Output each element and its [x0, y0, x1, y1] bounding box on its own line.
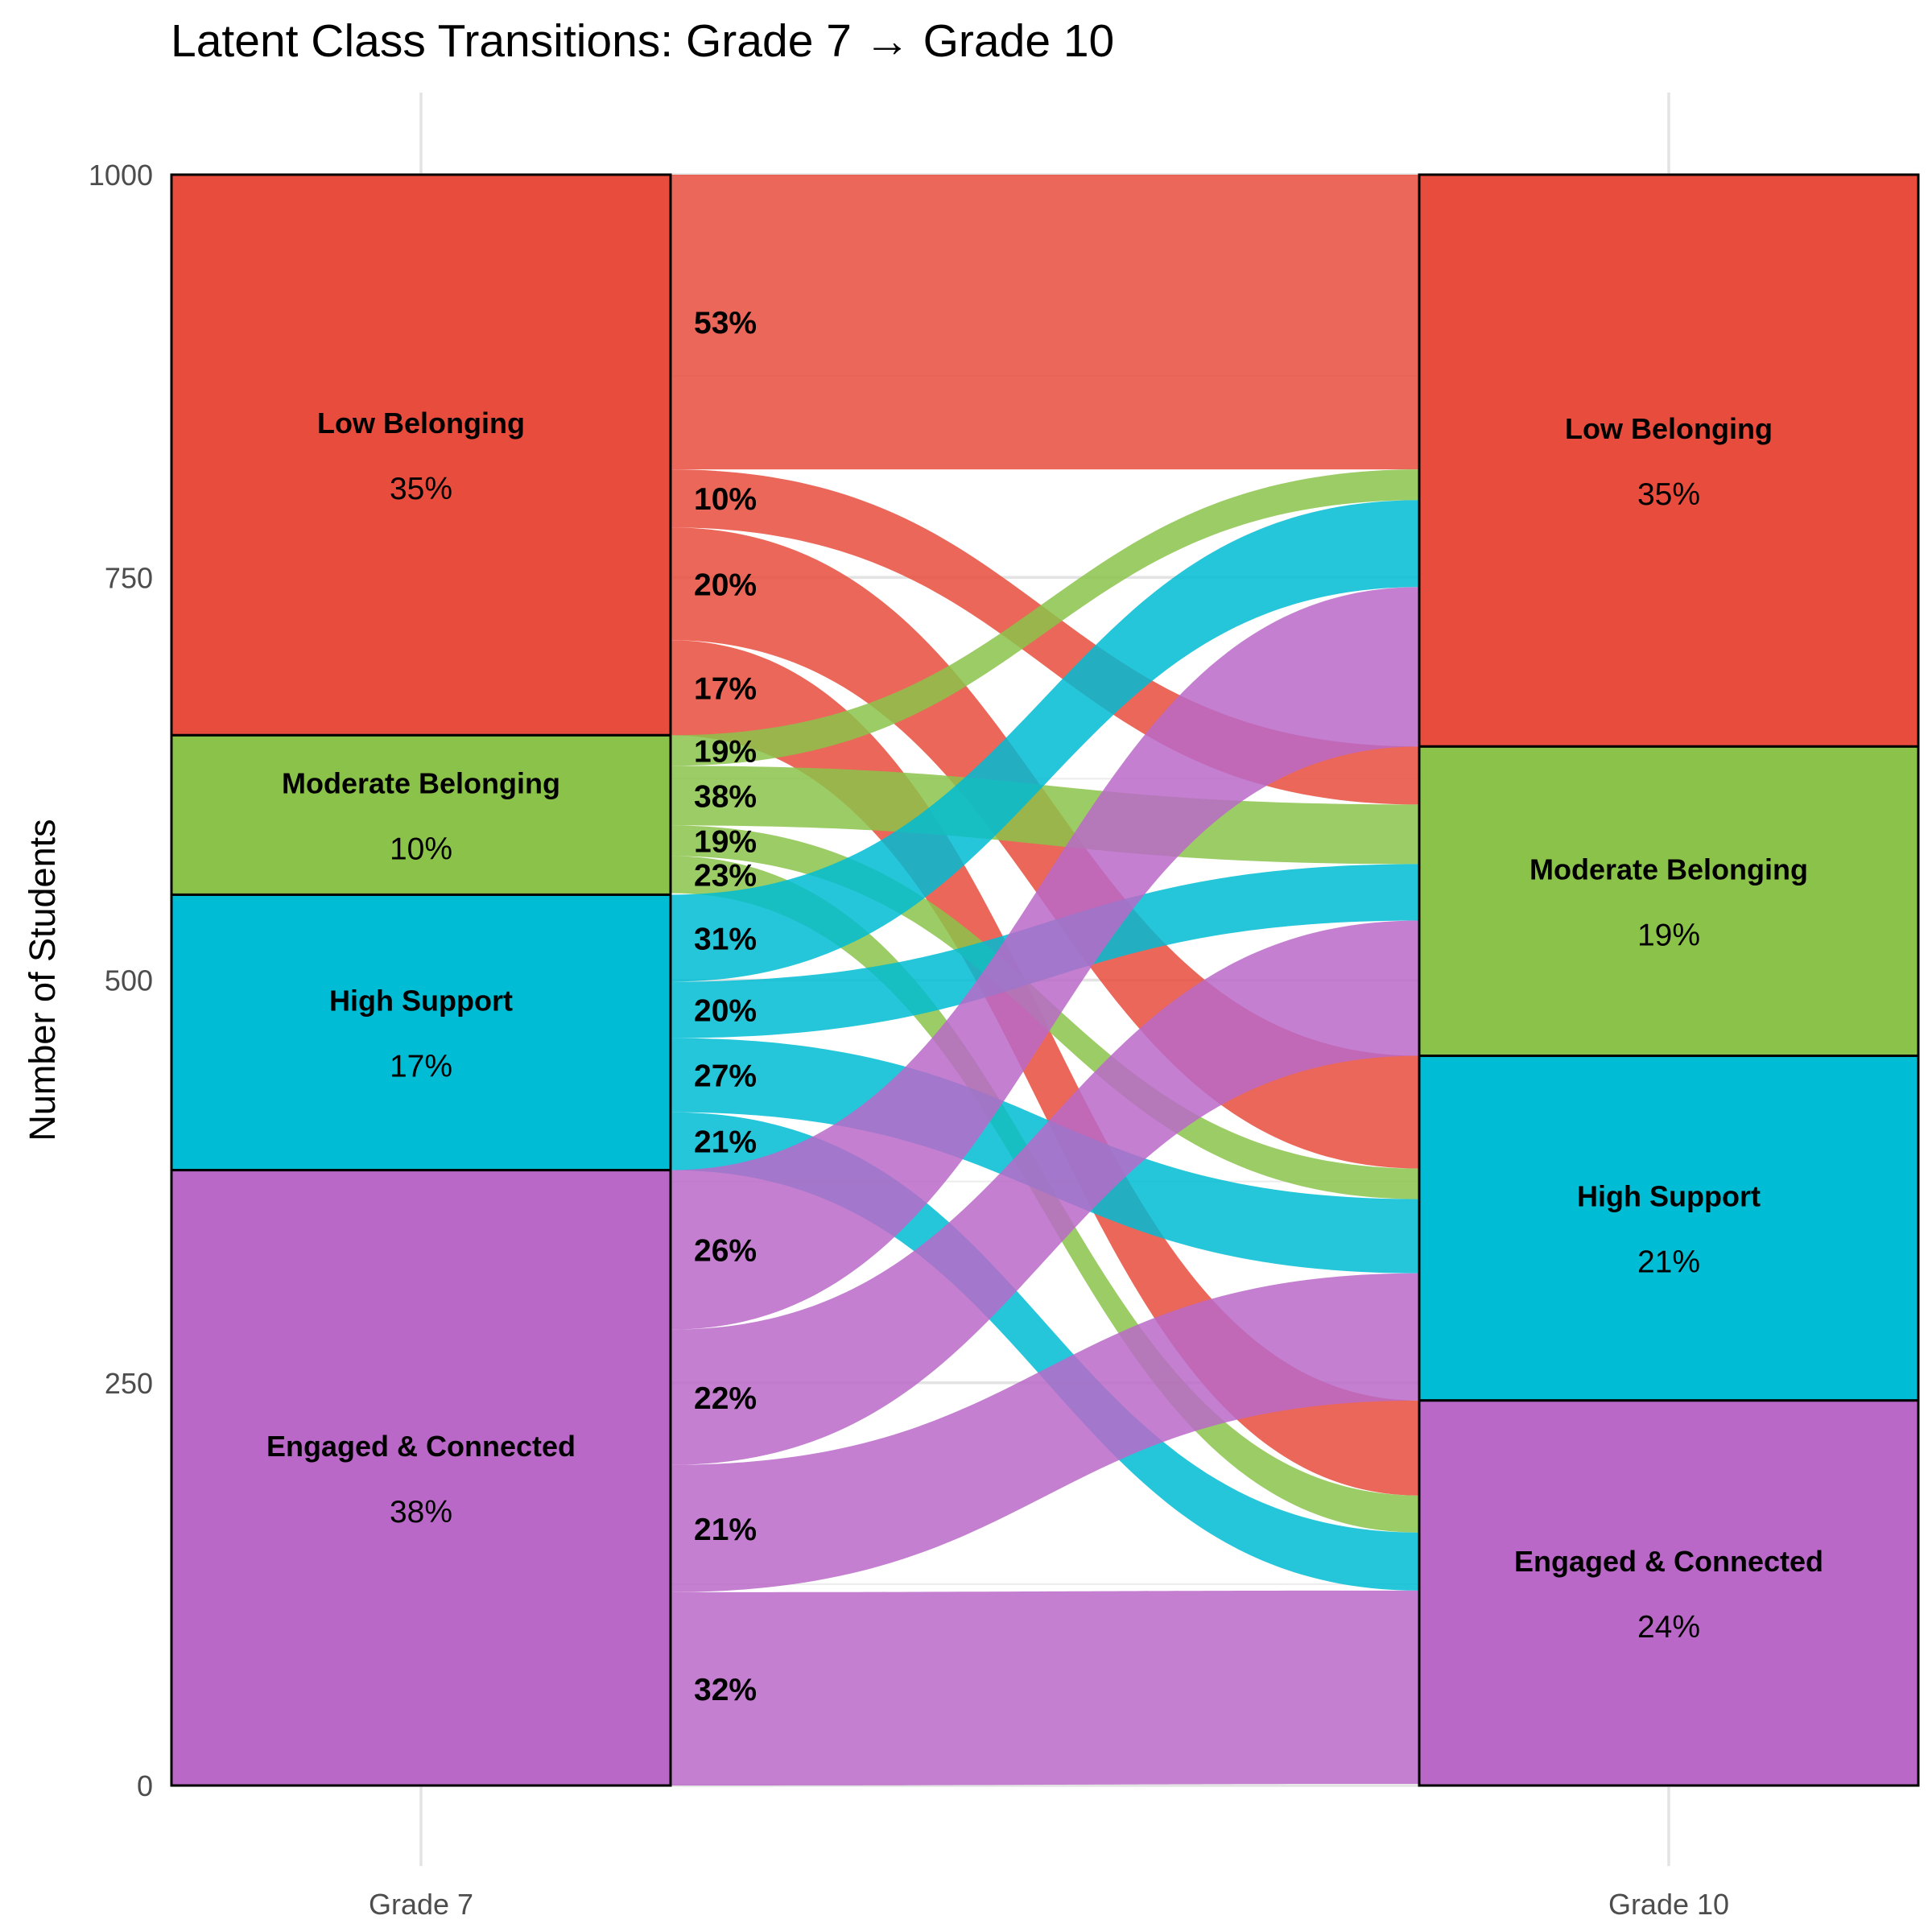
grade10-node-pct-moderate-belonging: 19%: [1637, 918, 1700, 952]
flow-label-moderate-belonging-to-engaged-and-connected: 23%: [694, 858, 757, 893]
flow-engaged-and-connected-to-high-support: [671, 1273, 1419, 1592]
flow-label-moderate-belonging-to-low-belonging: 19%: [694, 734, 757, 769]
flow-label-engaged-and-connected-to-low-belonging: 26%: [694, 1234, 757, 1269]
grade7-node-moderate-belonging: [170, 733, 672, 896]
grade10-node-moderate-belonging: [1418, 745, 1920, 1058]
flow-label-low-belonging-to-low-belonging: 53%: [694, 306, 757, 341]
flow-label-high-support-to-low-belonging: 31%: [694, 922, 757, 956]
axes: 0 250 500 750 1000 Grade 7 Grade 10 Number of S…: [22, 159, 1729, 1921]
y-tick-label: 0: [137, 1769, 153, 1802]
chart-title: Latent Class Transitions: Grade 7 → Grad…: [171, 15, 1115, 67]
grade10-node-label-moderate-belonging: Moderate Belonging: [1530, 852, 1808, 886]
grade10-node-pct-high-support: 21%: [1637, 1245, 1700, 1280]
flow-label-engaged-and-connected-to-moderate-belonging: 22%: [694, 1381, 757, 1416]
flow-label-engaged-and-connected-to-engaged-and-connected: 32%: [694, 1673, 757, 1707]
grade7-node-pct-moderate-belonging: 10%: [390, 832, 452, 866]
grade7-node-label-low-belonging: Low Belonging: [317, 407, 525, 440]
x-tick-label: Grade 10: [1608, 1888, 1729, 1921]
grade7-node-pct-high-support: 17%: [390, 1050, 452, 1084]
grade10-node-high-support: [1418, 1055, 1920, 1402]
flow-engaged-and-connected-to-engaged-and-connected: [671, 1590, 1419, 1785]
grade7-node-pct-engaged-and-connected: 38%: [390, 1495, 452, 1530]
flow-low-belonging-to-low-belonging: [671, 175, 1419, 470]
flow-labels: 53%10%20%17%19%38%19%23%31%20%27%21%26%2…: [694, 306, 757, 1707]
flow-label-moderate-belonging-to-moderate-belonging: 38%: [694, 779, 757, 814]
flow-ribbons: [671, 175, 1419, 1785]
grade7-node-label-moderate-belonging: Moderate Belonging: [282, 766, 560, 799]
flow-high-support-to-engaged-and-connected: [671, 1112, 1419, 1591]
grade10-node-label-high-support: High Support: [1577, 1180, 1761, 1213]
grade7-node-pct-low-belonging: 35%: [390, 472, 452, 506]
y-tick-label: 250: [105, 1367, 153, 1400]
grade7-node-label-engaged-and-connected: Engaged & Connected: [266, 1430, 576, 1463]
grade10-node-label-low-belonging: Low Belonging: [1565, 412, 1773, 445]
flow-label-engaged-and-connected-to-high-support: 21%: [694, 1513, 757, 1547]
flow-moderate-belonging-to-low-belonging: [671, 469, 1419, 766]
grade10-node-engaged-and-connected: [1418, 1399, 1920, 1787]
grade7-node-label-high-support: High Support: [329, 985, 513, 1018]
flow-engaged-and-connected-to-moderate-belonging: [671, 920, 1419, 1465]
class-nodes: Low Belonging 35% Moderate Belonging 10% Hig…: [170, 173, 1920, 1787]
y-tick-label: 750: [105, 561, 153, 594]
x-tick-label: Grade 7: [369, 1888, 473, 1921]
grade7-node-engaged-and-connected: [170, 1169, 672, 1787]
grade7-node-high-support: [170, 893, 672, 1172]
flow-label-high-support-to-high-support: 27%: [694, 1059, 757, 1094]
y-axis-title: Number of Students: [22, 819, 63, 1141]
grade10-node-low-belonging: [1418, 173, 1920, 748]
flow-label-low-belonging-to-moderate-belonging: 10%: [694, 482, 757, 517]
y-tick-label: 500: [105, 964, 153, 997]
flow-label-low-belonging-to-engaged-and-connected: 17%: [694, 671, 757, 706]
flow-high-support-to-low-belonging: [671, 500, 1419, 982]
flow-label-moderate-belonging-to-high-support: 19%: [694, 824, 757, 859]
flow-label-high-support-to-moderate-belonging: 20%: [694, 994, 757, 1029]
grade10-node-pct-low-belonging: 35%: [1637, 477, 1700, 512]
grade7-node-low-belonging: [170, 173, 672, 737]
flow-engaged-and-connected-to-low-belonging: [671, 587, 1419, 1330]
flow-low-belonging-to-engaged-and-connected: [671, 640, 1419, 1496]
flow-label-high-support-to-engaged-and-connected: 21%: [694, 1125, 757, 1160]
flow-label-low-belonging-to-high-support: 20%: [694, 568, 757, 602]
grade10-node-pct-engaged-and-connected: 24%: [1637, 1610, 1700, 1645]
grade10-node-label-engaged-and-connected: Engaged & Connected: [1514, 1545, 1823, 1578]
flow-moderate-belonging-to-moderate-belonging: [671, 766, 1419, 865]
y-tick-label: 1000: [89, 159, 153, 192]
